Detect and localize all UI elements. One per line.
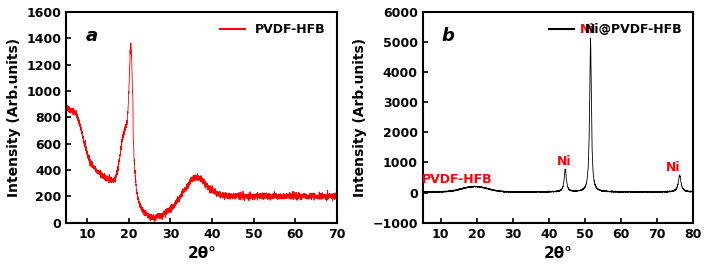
Legend: PVDF-HFB: PVDF-HFB: [216, 18, 331, 41]
Text: Ni: Ni: [666, 161, 681, 174]
Text: Ni: Ni: [557, 155, 571, 168]
Legend: Ni@PVDF-HFB: Ni@PVDF-HFB: [545, 18, 687, 41]
Y-axis label: Intensity (Arb.units): Intensity (Arb.units): [353, 38, 367, 197]
Text: PVDF-HFB: PVDF-HFB: [422, 173, 492, 186]
Text: b: b: [442, 27, 454, 45]
Y-axis label: Intensity (Arb.units): Intensity (Arb.units): [7, 38, 21, 197]
X-axis label: 2θ°: 2θ°: [187, 246, 216, 261]
X-axis label: 2θ°: 2θ°: [544, 246, 572, 261]
Text: a: a: [85, 27, 97, 45]
Text: Ni: Ni: [580, 23, 594, 36]
